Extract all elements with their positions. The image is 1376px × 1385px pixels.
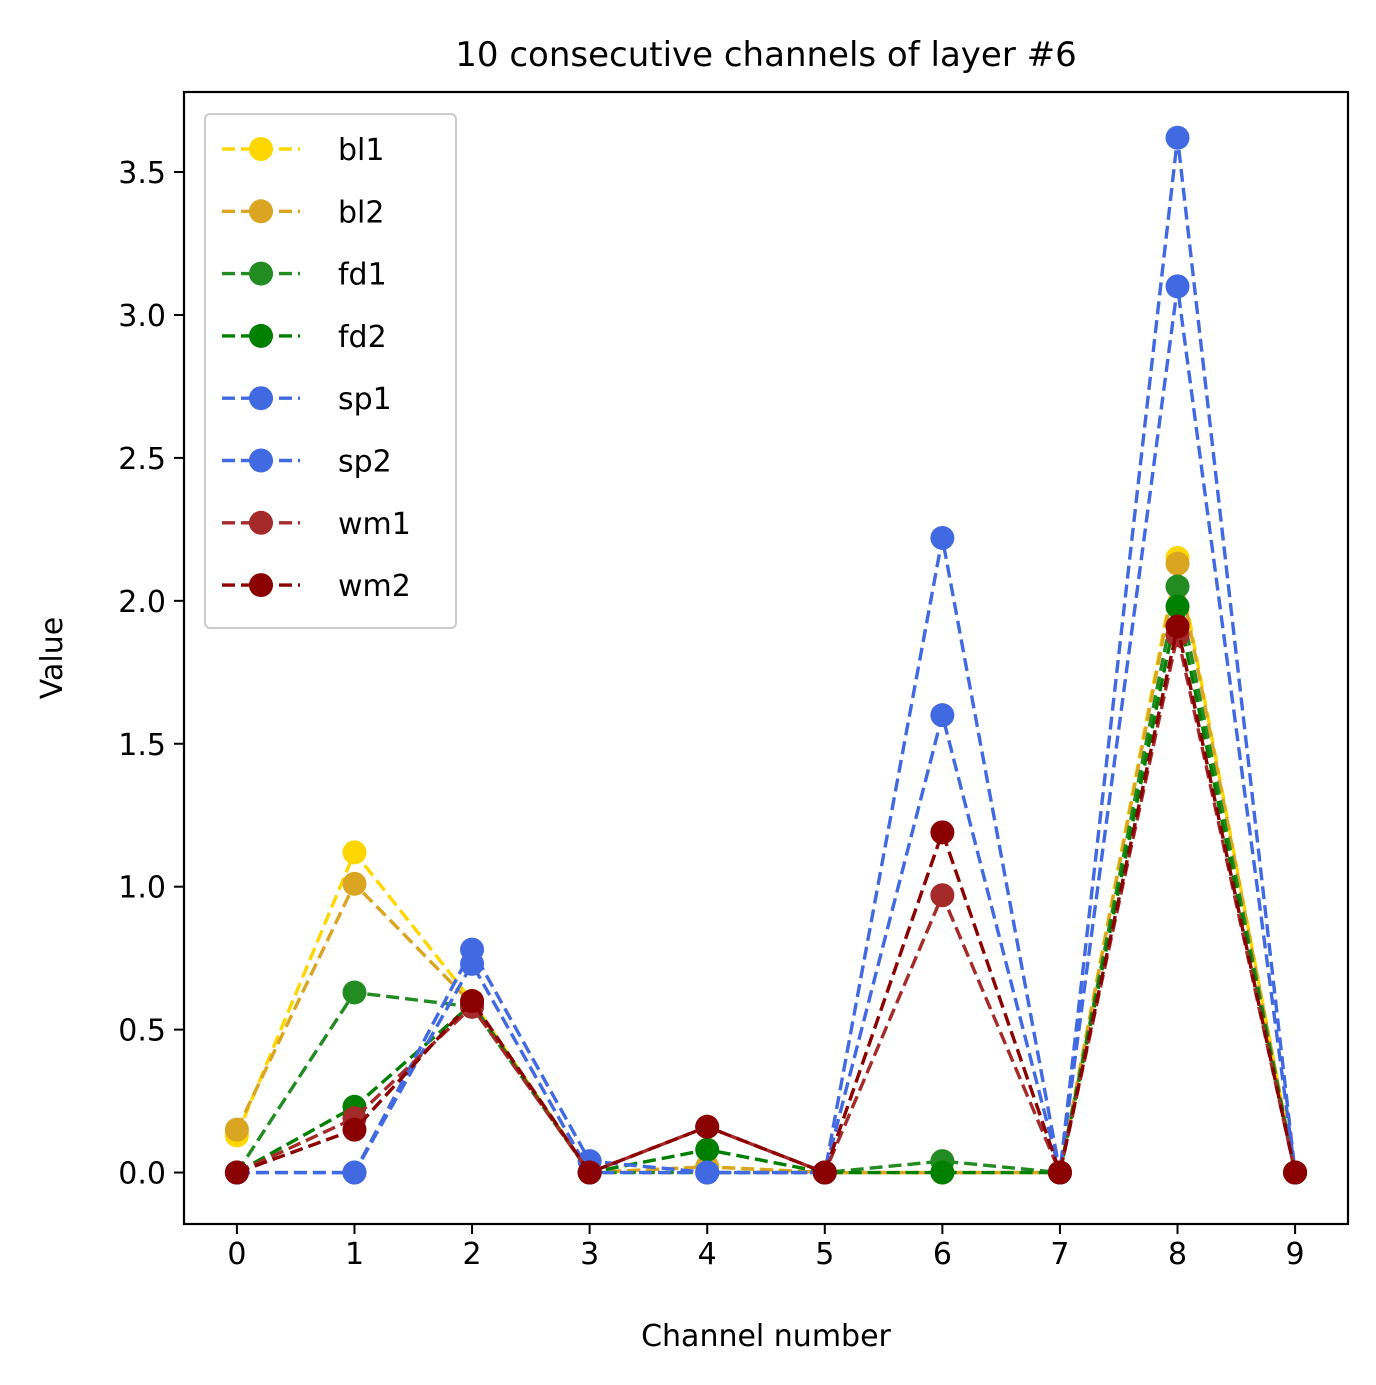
legend-marker-sp2 — [249, 448, 273, 473]
y-tick-label: 3.5 — [118, 156, 166, 191]
x-tick-label: 9 — [1286, 1237, 1305, 1272]
data-point-fd1 — [1165, 574, 1190, 599]
y-axis: 0.0 0.5 1.0 1.5 2.0 2.5 3.0 3.5 — [118, 156, 184, 1192]
y-tick-label: 1.5 — [118, 728, 166, 763]
data-point-wm2 — [1165, 614, 1190, 639]
data-point-sp2 — [1165, 274, 1190, 299]
data-point-bl2 — [224, 1117, 249, 1142]
y-axis-label: Value — [35, 617, 70, 699]
legend-label-wm1: wm1 — [338, 507, 411, 542]
legend-marker-wm2 — [249, 573, 273, 598]
data-point-bl1 — [342, 840, 367, 865]
legend-label-bl1: bl1 — [338, 133, 384, 168]
data-point-wm1 — [930, 883, 955, 908]
y-tick-label: 2.5 — [118, 442, 166, 477]
legend-frame — [204, 113, 457, 629]
data-point-wm2 — [812, 1160, 837, 1185]
legend-entry-fd1: fd1 — [222, 258, 387, 293]
y-tick-label: 0.5 — [118, 1014, 166, 1049]
x-tick-label: 1 — [345, 1237, 364, 1272]
x-tick-label: 0 — [227, 1237, 246, 1272]
x-tick-label: 3 — [580, 1237, 599, 1272]
data-point-bl2 — [342, 871, 367, 896]
series-line-sp2 — [236, 284, 1297, 1175]
legend-marker-bl1 — [249, 137, 273, 161]
legend-marker-bl2 — [249, 199, 273, 224]
legend-label-fd2: fd2 — [338, 320, 387, 355]
data-point-wm2 — [695, 1114, 720, 1139]
data-point-sp2 — [460, 951, 485, 976]
data-point-sp1 — [930, 525, 955, 550]
data-point-fd2 — [695, 1137, 720, 1162]
chart-title: 10 consecutive channels of layer #6 — [455, 35, 1076, 75]
data-point-wm2 — [460, 989, 485, 1014]
legend-label-bl2: bl2 — [338, 195, 384, 230]
legend-entry-wm2: wm2 — [222, 569, 411, 604]
x-tick-label: 5 — [815, 1237, 834, 1272]
legend-entry-bl1: bl1 — [222, 133, 384, 168]
data-point-fd2 — [930, 1160, 955, 1185]
legend-marker-sp1 — [249, 386, 273, 411]
data-point-wm2 — [224, 1160, 249, 1185]
legend-label-fd1: fd1 — [338, 258, 387, 293]
x-tick-label: 8 — [1168, 1237, 1187, 1272]
data-point-bl2 — [1165, 551, 1190, 576]
x-tick-label: 4 — [698, 1237, 717, 1272]
y-tick-label: 3.0 — [118, 299, 166, 334]
series-line-fd2 — [236, 604, 1297, 1175]
legend-marker-wm1 — [249, 510, 273, 535]
y-tick-label: 0.0 — [118, 1157, 166, 1192]
x-tick-label: 6 — [933, 1237, 952, 1272]
legend-marker-fd2 — [249, 323, 273, 348]
series-line-bl2 — [235, 561, 1297, 1175]
data-point-wm2 — [342, 1117, 367, 1142]
plot-frame — [182, 90, 1350, 1226]
y-tick-label: 2.0 — [118, 585, 166, 620]
legend-marker-fd1 — [249, 261, 273, 286]
legend-entry-sp2: sp2 — [222, 445, 392, 480]
data-point-sp2 — [930, 703, 955, 728]
data-point-sp2 — [342, 1160, 367, 1185]
data-point-wm2 — [1283, 1160, 1308, 1185]
x-tick-label: 7 — [1050, 1237, 1069, 1272]
data-point-wm2 — [1047, 1160, 1072, 1185]
legend-entry-sp1: sp1 — [222, 382, 392, 417]
series-line-wm2 — [236, 624, 1297, 1175]
series-wm2 — [224, 614, 1308, 1185]
legend-label-sp1: sp1 — [338, 382, 392, 417]
legend-entry-bl2: bl2 — [222, 195, 384, 230]
legend-entry-wm1: wm1 — [222, 507, 411, 542]
data-point-fd1 — [342, 980, 367, 1005]
data-point-sp2 — [695, 1160, 720, 1185]
data-point-sp1 — [1165, 125, 1190, 150]
data-point-wm2 — [577, 1160, 602, 1185]
data-point-wm2 — [930, 820, 955, 845]
x-axis-label: Channel number — [641, 1319, 891, 1354]
legend-entry-fd2: fd2 — [222, 320, 387, 355]
legend-label-wm2: wm2 — [338, 569, 411, 604]
x-tick-label: 2 — [463, 1237, 482, 1272]
legend-label-sp2: sp2 — [338, 445, 392, 480]
data-point-fd2 — [1165, 594, 1190, 619]
series-layer — [224, 125, 1308, 1185]
x-axis: 0 1 2 3 4 5 6 7 8 9 — [227, 1224, 1305, 1272]
y-tick-label: 1.0 — [118, 871, 166, 906]
legend: bl1 bl2 fd1 fd2 sp1 sp2 wm1 wm2 — [204, 113, 457, 629]
